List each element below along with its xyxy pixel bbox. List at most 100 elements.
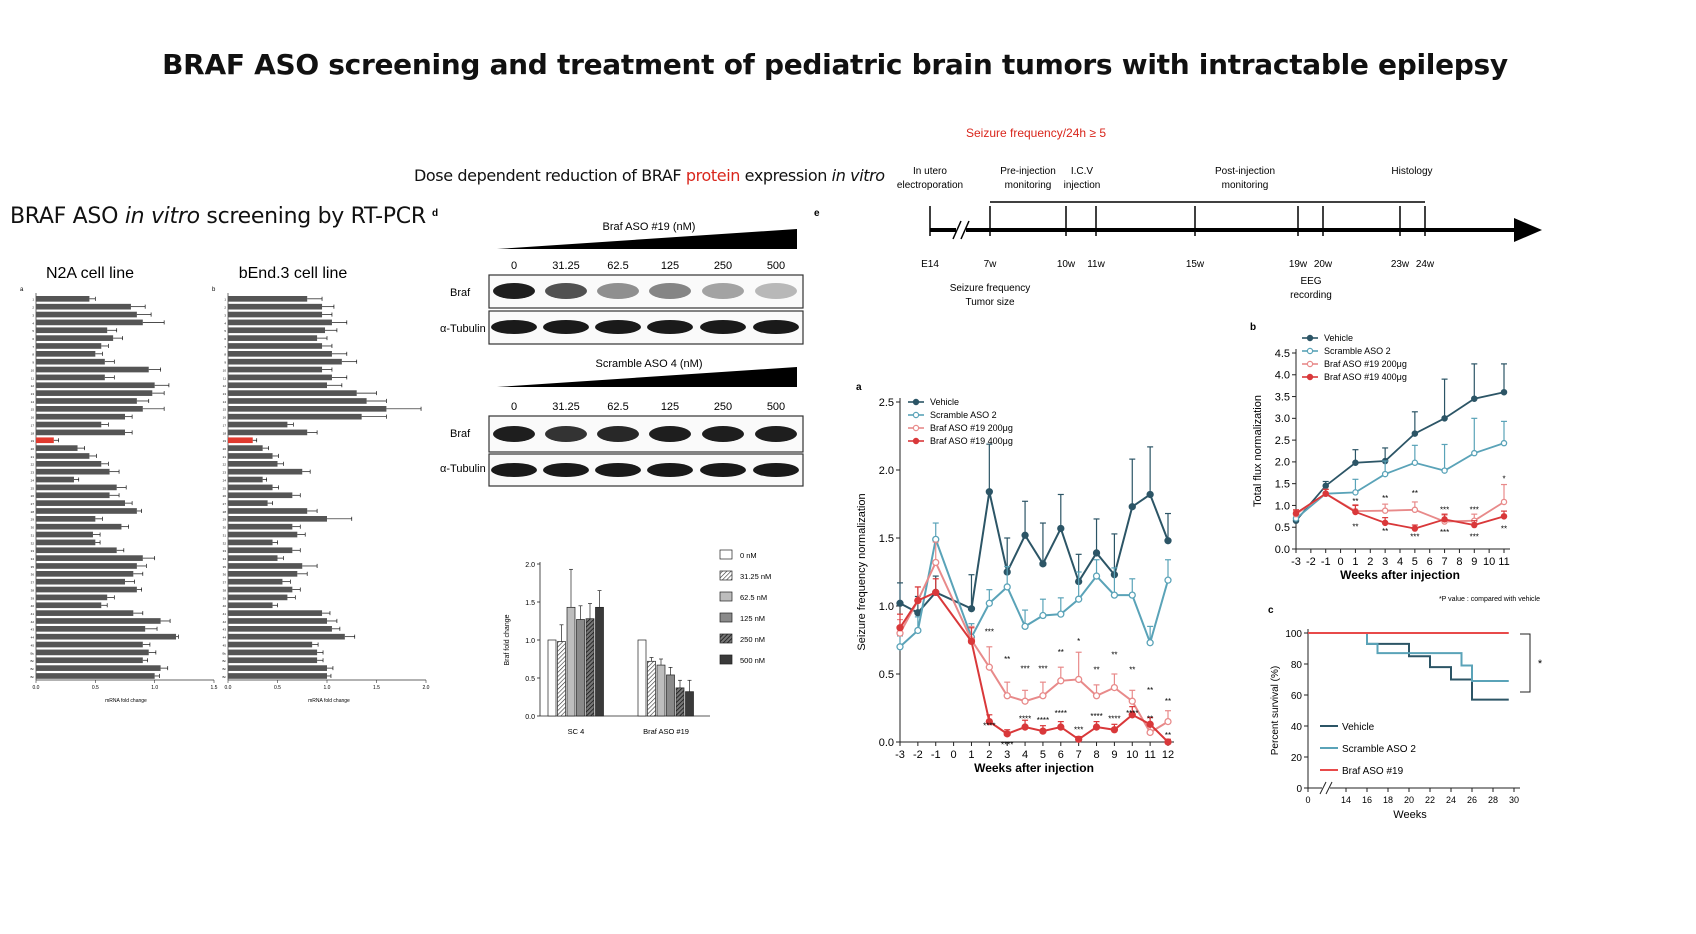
significance-label: *** bbox=[1470, 505, 1479, 514]
bar bbox=[228, 358, 342, 365]
data-point bbox=[1057, 610, 1065, 618]
significance-label: * bbox=[1077, 637, 1080, 646]
significance-label: *** bbox=[1410, 532, 1419, 541]
x-tick-label: -1 bbox=[1321, 556, 1331, 568]
x-axis-label: Weeks after injection bbox=[1340, 568, 1460, 582]
eeg-label: recording bbox=[1290, 290, 1332, 301]
band-tubulin bbox=[753, 463, 799, 477]
category-label: 15 bbox=[223, 408, 227, 412]
data-point bbox=[1441, 415, 1448, 422]
bar bbox=[36, 445, 78, 451]
significance-label: *** bbox=[985, 628, 994, 637]
category-label: Bc bbox=[30, 667, 34, 671]
bar bbox=[656, 664, 666, 717]
category-label: 21 bbox=[31, 455, 35, 459]
y-tick-label: 4.0 bbox=[1275, 370, 1290, 382]
category-label: 2 bbox=[32, 306, 34, 310]
y-tick-label: 2.5 bbox=[879, 397, 894, 409]
category-label: 35 bbox=[31, 565, 35, 569]
timeline-tick-label: 15w bbox=[1186, 259, 1205, 270]
data-point bbox=[1021, 697, 1029, 705]
x-tick-label: 6 bbox=[1058, 749, 1064, 761]
band-tubulin bbox=[491, 463, 537, 477]
dose-wedge-2 bbox=[497, 367, 797, 387]
band-tubulin bbox=[753, 320, 799, 334]
band-braf bbox=[545, 426, 587, 442]
significance-label: ** bbox=[1165, 697, 1171, 706]
y-tick-label: 1.5 bbox=[1275, 479, 1290, 491]
legend-marker bbox=[912, 424, 920, 432]
category-label: 45 bbox=[31, 643, 35, 647]
legend-label: Braf ASO #19 200μg bbox=[1324, 359, 1407, 369]
category-label: 37 bbox=[223, 581, 227, 585]
category-label: 8 bbox=[224, 353, 226, 357]
bar bbox=[228, 351, 332, 357]
data-point bbox=[1128, 591, 1136, 599]
n2a-xlabel: mRNA fold change bbox=[105, 698, 147, 704]
timeline-tick-label: 24w bbox=[1416, 259, 1435, 270]
band-tubulin bbox=[647, 463, 693, 477]
band-tubulin bbox=[543, 320, 589, 334]
bar bbox=[36, 398, 137, 404]
data-point bbox=[1003, 692, 1011, 700]
phase-label: In utero bbox=[913, 166, 947, 177]
bar bbox=[228, 594, 288, 601]
category-label: 9 bbox=[32, 361, 34, 365]
bar bbox=[36, 437, 54, 444]
significance-label: **** bbox=[1055, 709, 1067, 718]
significance-label: **** bbox=[1108, 715, 1120, 724]
category-label: 38 bbox=[223, 588, 227, 592]
blot-tubulin-1 bbox=[488, 310, 804, 345]
category-label: 41 bbox=[31, 612, 35, 616]
y-tick-label: 20 bbox=[1291, 753, 1303, 764]
significance-label: *** bbox=[1440, 528, 1449, 537]
axis-break-mark bbox=[960, 220, 970, 240]
x-tick-label: 2 bbox=[986, 749, 992, 761]
series-line bbox=[1295, 391, 1505, 522]
bar bbox=[36, 657, 143, 664]
bar bbox=[595, 606, 604, 717]
significance-label: * bbox=[1538, 658, 1543, 670]
category-label: 17 bbox=[31, 423, 35, 427]
bar bbox=[36, 468, 110, 475]
n2a-chart: 1234567891011121314151617181920212223242… bbox=[30, 293, 218, 691]
band-braf bbox=[649, 426, 691, 442]
data-point bbox=[1500, 498, 1508, 506]
band-braf bbox=[597, 283, 639, 299]
bar bbox=[228, 461, 278, 467]
category-label: 4 bbox=[32, 321, 34, 325]
bar bbox=[666, 674, 675, 717]
screening-charts: N2A cell line bEnd.3 cell line a b 12345… bbox=[20, 265, 430, 704]
bar bbox=[228, 429, 308, 436]
category-label: 14 bbox=[223, 400, 227, 404]
category-label: 41 bbox=[223, 612, 227, 616]
bar bbox=[228, 578, 283, 585]
data-point bbox=[932, 535, 940, 544]
x-tick-label: 18 bbox=[1383, 795, 1393, 805]
legend-label: Scramble ASO 2 bbox=[1324, 346, 1391, 356]
category-label: 45 bbox=[223, 643, 227, 647]
blot-tubulin-2 bbox=[488, 453, 804, 487]
bar bbox=[36, 539, 96, 546]
bar bbox=[36, 594, 108, 601]
bar bbox=[228, 437, 253, 444]
legend-label: Vehicle bbox=[1324, 333, 1353, 343]
x-axis-label: Weeks after injection bbox=[974, 761, 1094, 775]
data-point bbox=[1146, 490, 1154, 499]
y-tick-label: 2.0 bbox=[879, 465, 894, 477]
significance-label: **** bbox=[1001, 740, 1013, 749]
bar bbox=[36, 492, 110, 499]
category-label: 8 bbox=[32, 353, 34, 357]
significance-label: ** bbox=[1382, 527, 1388, 536]
band-braf bbox=[545, 283, 587, 299]
bar bbox=[228, 657, 318, 664]
category-label: 23 bbox=[223, 471, 227, 475]
bar bbox=[36, 343, 102, 349]
category-label: 10 bbox=[223, 368, 227, 372]
significance-label: ** bbox=[1382, 494, 1388, 503]
significance-label: ** bbox=[1165, 731, 1171, 740]
data-point bbox=[896, 624, 904, 632]
significance-label: ** bbox=[1352, 522, 1358, 531]
x-tick-label: 0 bbox=[1305, 795, 1310, 805]
data-point bbox=[1092, 692, 1101, 700]
